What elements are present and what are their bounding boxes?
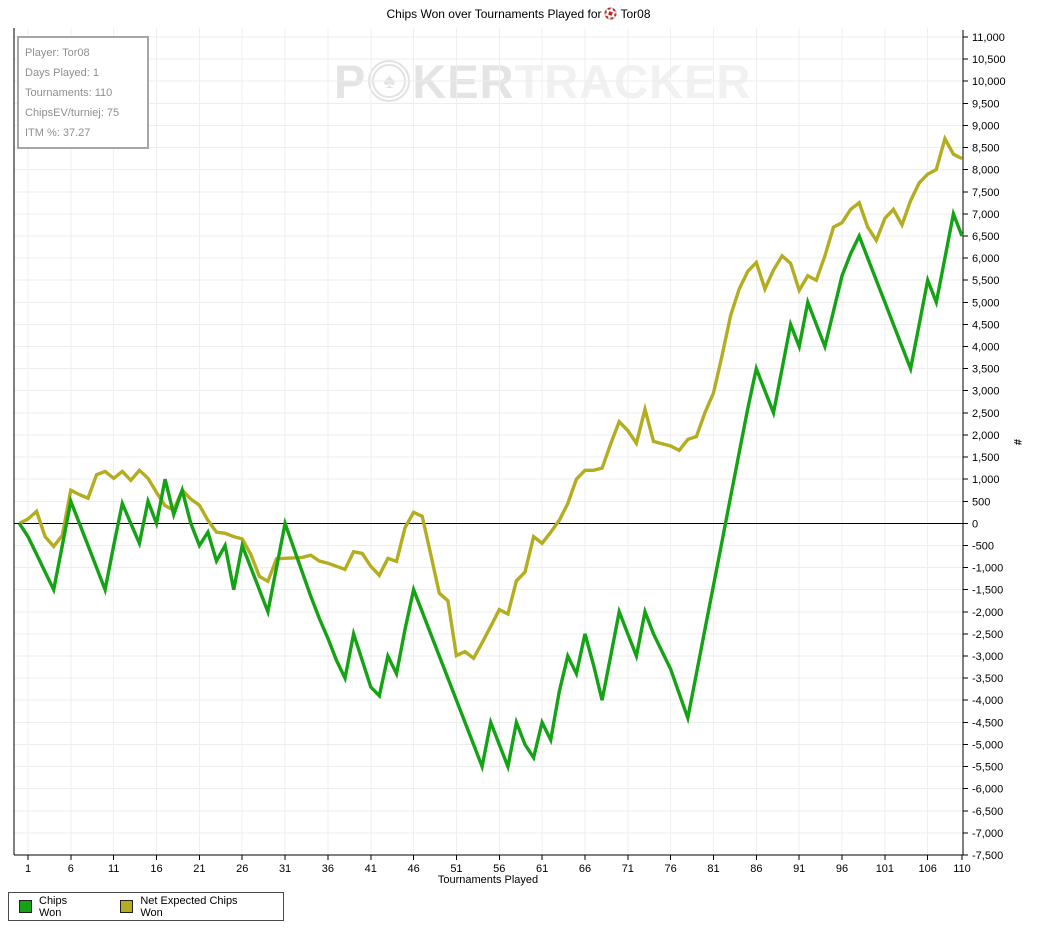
svg-text:-4,000: -4,000 — [972, 695, 1003, 707]
svg-text:61: 61 — [536, 863, 548, 875]
svg-text:0: 0 — [972, 518, 978, 530]
svg-text:81: 81 — [707, 863, 719, 875]
chart-title-text: Chips Won over Tournaments Played for — [386, 7, 602, 21]
info-line-days-played: Days Played: 1 — [25, 67, 99, 79]
svg-text:2,500: 2,500 — [972, 408, 1000, 420]
y-axis-unit-label: # — [1011, 438, 1024, 446]
info-line-tournaments: Tournaments: 110 — [25, 87, 113, 99]
svg-text:91: 91 — [793, 863, 805, 875]
svg-text:-2,000: -2,000 — [972, 607, 1003, 619]
svg-text:11,000: 11,000 — [972, 32, 1005, 44]
svg-text:1,500: 1,500 — [972, 452, 1000, 464]
svg-text:-5,500: -5,500 — [972, 762, 1003, 774]
legend-item-chips-won: Chips Won — [19, 895, 84, 919]
svg-text:-6,500: -6,500 — [972, 806, 1003, 818]
spade-icon: ♠ — [383, 68, 396, 93]
svg-text:-500: -500 — [972, 540, 994, 552]
info-line-player: Player: Tor08 — [25, 47, 90, 59]
legend-label-net-expected-chips-won: Net Expected Chips Won — [140, 894, 238, 919]
chart-title: Chips Won over Tournaments Played for Tor… — [0, 7, 1037, 23]
svg-text:-7,500: -7,500 — [972, 850, 1003, 862]
svg-text:-3,000: -3,000 — [972, 651, 1003, 663]
svg-text:10,500: 10,500 — [972, 54, 1006, 66]
svg-text:86: 86 — [750, 863, 762, 875]
svg-text:-1,000: -1,000 — [972, 563, 1003, 575]
svg-text:3,500: 3,500 — [972, 364, 1000, 376]
legend: Chips Won Net Expected Chips Won — [8, 892, 284, 921]
svg-text:11: 11 — [108, 863, 119, 875]
svg-text:51: 51 — [450, 863, 462, 875]
svg-text:8,000: 8,000 — [972, 165, 1000, 177]
svg-text:31: 31 — [279, 863, 291, 875]
svg-text:5,000: 5,000 — [972, 297, 1000, 309]
svg-text:7,000: 7,000 — [972, 209, 1000, 221]
info-line-itm: ITM %: 37.27 — [25, 127, 91, 139]
info-box: Player: Tor08 Days Played: 1 Tournaments… — [17, 36, 149, 149]
x-axis-title: Tournaments Played — [437, 874, 539, 886]
svg-text:96: 96 — [836, 863, 848, 875]
svg-text:-5,000: -5,000 — [972, 739, 1003, 751]
legend-label-chips-won: Chips Won — [39, 894, 68, 919]
svg-text:500: 500 — [972, 496, 990, 508]
legend-swatch-chips-won — [19, 900, 32, 913]
svg-text:-6,000: -6,000 — [972, 784, 1003, 796]
svg-text:110: 110 — [953, 863, 971, 875]
svg-text:4,500: 4,500 — [972, 319, 1000, 331]
svg-text:4,000: 4,000 — [972, 342, 1000, 354]
svg-text:7,500: 7,500 — [972, 187, 1000, 199]
svg-text:-3,500: -3,500 — [972, 673, 1003, 685]
svg-text:21: 21 — [193, 863, 205, 875]
svg-text:-1,500: -1,500 — [972, 585, 1003, 597]
svg-text:106: 106 — [919, 863, 937, 875]
svg-text:56: 56 — [493, 863, 505, 875]
svg-text:26: 26 — [236, 863, 248, 875]
svg-text:2,000: 2,000 — [972, 430, 1000, 442]
info-line-chipsev: ChipsEV/turniej: 75 — [25, 107, 120, 119]
svg-text:71: 71 — [622, 863, 634, 875]
svg-text:6: 6 — [68, 863, 74, 875]
svg-text:66: 66 — [579, 863, 591, 875]
svg-text:1: 1 — [25, 863, 31, 875]
svg-text:6,500: 6,500 — [972, 231, 1000, 243]
pokertracker-logo-icon — [604, 7, 618, 23]
svg-text:46: 46 — [407, 863, 419, 875]
svg-text:16: 16 — [150, 863, 162, 875]
svg-text:41: 41 — [365, 863, 377, 875]
legend-item-net-expected-chips-won: Net Expected Chips Won — [120, 895, 247, 919]
svg-text:3,000: 3,000 — [972, 386, 1000, 398]
svg-text:-4,500: -4,500 — [972, 717, 1003, 729]
svg-text:5,500: 5,500 — [972, 275, 1000, 287]
svg-text:76: 76 — [665, 863, 677, 875]
svg-text:8,500: 8,500 — [972, 143, 1000, 155]
svg-text:9,000: 9,000 — [972, 120, 1000, 132]
svg-text:-2,500: -2,500 — [972, 629, 1003, 641]
svg-text:36: 36 — [322, 863, 334, 875]
player-name: Tor08 — [620, 7, 651, 21]
svg-text:1,000: 1,000 — [972, 474, 1000, 486]
svg-text:6,000: 6,000 — [972, 253, 1000, 265]
svg-text:10,000: 10,000 — [972, 76, 1006, 88]
legend-swatch-net-expected-chips-won — [120, 900, 134, 913]
svg-text:9,500: 9,500 — [972, 98, 1000, 110]
svg-text:101: 101 — [876, 863, 894, 875]
svg-text:-7,000: -7,000 — [972, 828, 1003, 840]
